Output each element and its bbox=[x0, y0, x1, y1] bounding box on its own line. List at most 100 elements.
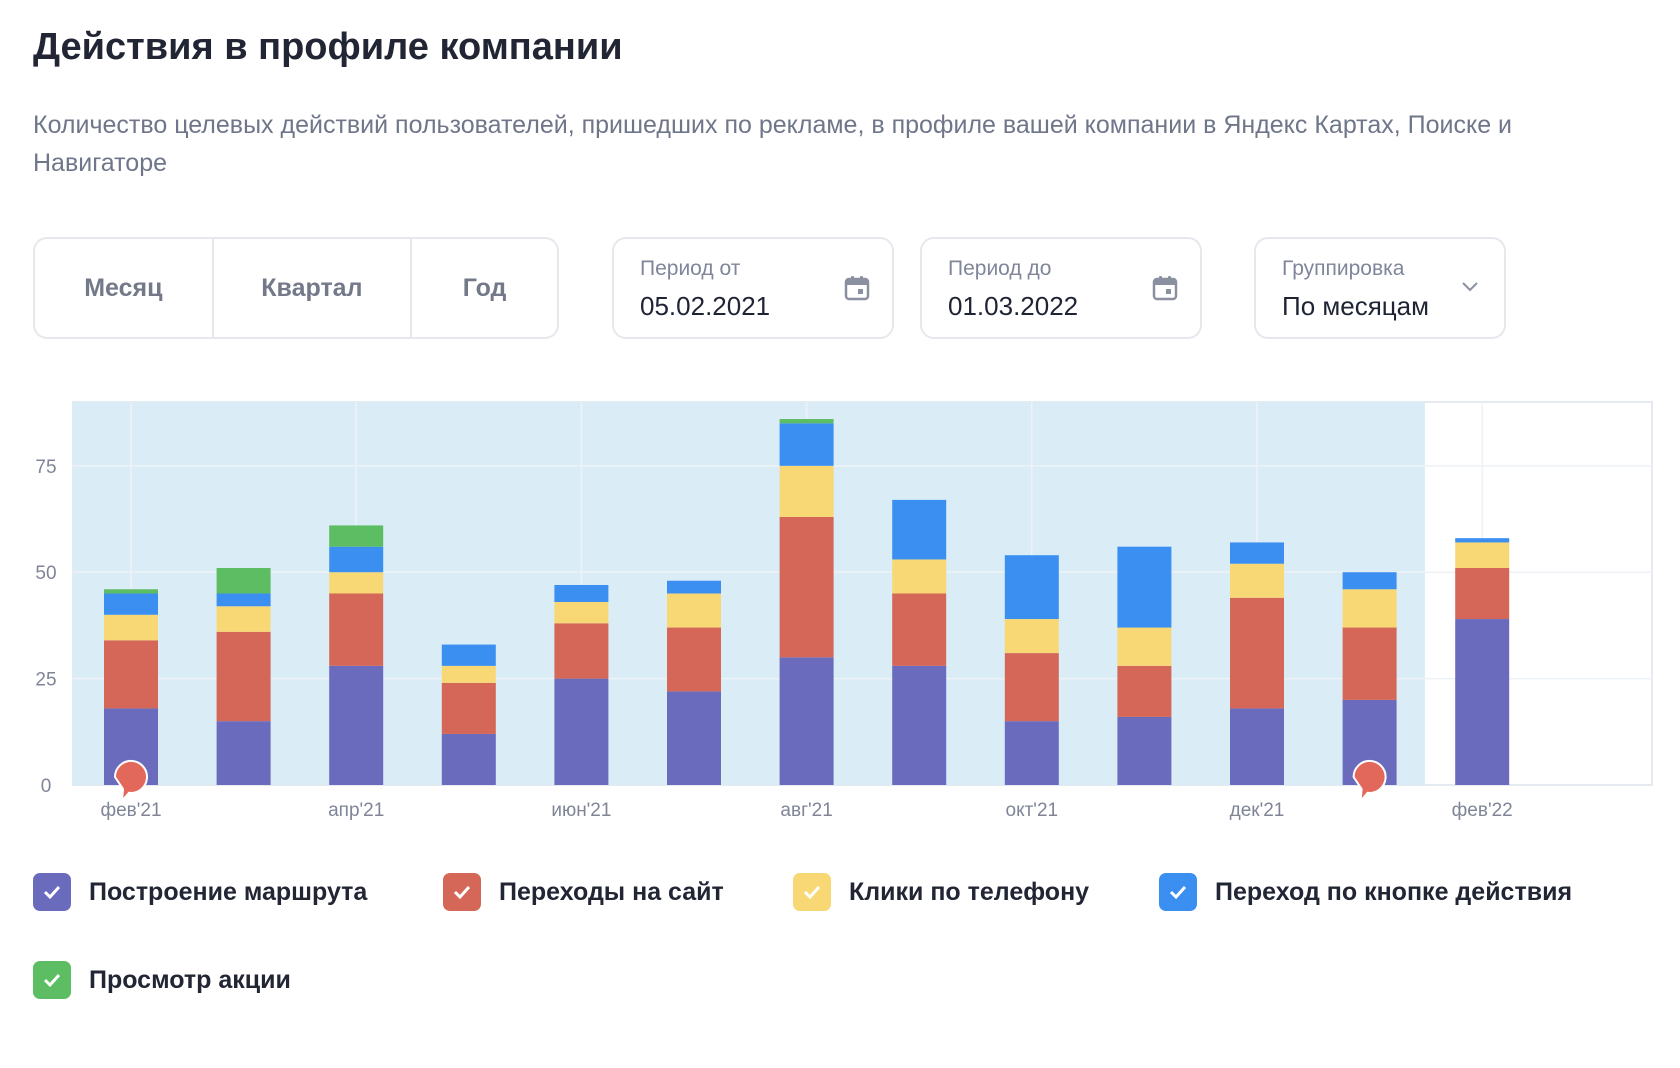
bar-segment-action[interactable] bbox=[329, 546, 384, 573]
calendar-icon[interactable] bbox=[1152, 275, 1178, 306]
bar-segment-route[interactable] bbox=[441, 733, 496, 785]
bar-segment-site[interactable] bbox=[104, 640, 158, 709]
date-to-label: Период до bbox=[948, 257, 1052, 280]
bar-segment-action[interactable] bbox=[1230, 542, 1284, 564]
check-icon bbox=[453, 885, 471, 900]
bar-segment-phone[interactable] bbox=[1455, 542, 1510, 568]
legend-item-route[interactable]: Построение маршрута bbox=[33, 873, 367, 911]
legend-label-action: Переход по кнопке действия bbox=[1215, 877, 1573, 906]
check-icon bbox=[803, 885, 821, 900]
bar-segment-route[interactable] bbox=[667, 691, 721, 785]
bar-segment-action[interactable] bbox=[779, 423, 834, 466]
bar-segment-action[interactable] bbox=[554, 584, 609, 603]
legend-label-site: Переходы на сайт bbox=[499, 877, 724, 906]
bar-segment-site[interactable] bbox=[1342, 627, 1397, 700]
period-quarter-button[interactable]: Квартал bbox=[214, 239, 413, 337]
bar-segment-site[interactable] bbox=[441, 682, 496, 734]
legend-checkbox-promo[interactable] bbox=[33, 961, 71, 999]
bar-segment-action[interactable] bbox=[667, 580, 721, 594]
page-title: Действия в профиле компании bbox=[33, 26, 623, 68]
bar-segment-action[interactable] bbox=[1455, 538, 1510, 543]
bar-segment-route[interactable] bbox=[779, 657, 834, 785]
bar-segment-site[interactable] bbox=[329, 593, 384, 666]
bar-segment-route[interactable] bbox=[554, 678, 609, 785]
bar-segment-action[interactable] bbox=[216, 593, 271, 607]
bar-segment-action[interactable] bbox=[441, 644, 496, 666]
bar-segment-action[interactable] bbox=[892, 499, 947, 560]
y-tick-label: 75 bbox=[35, 457, 56, 478]
chevron-down-icon[interactable] bbox=[1460, 279, 1480, 298]
y-tick-label: 0 bbox=[41, 776, 52, 797]
y-tick-label: 25 bbox=[35, 670, 56, 691]
bar-segment-phone[interactable] bbox=[1342, 589, 1397, 628]
bar-segment-route[interactable] bbox=[329, 665, 384, 785]
period-month-button[interactable]: Месяц bbox=[35, 239, 214, 337]
x-tick-label: апр'21 bbox=[328, 800, 384, 821]
date-to-field[interactable]: Период до 01.03.2022 bbox=[920, 237, 1202, 339]
date-from-field[interactable]: Период от 05.02.2021 bbox=[612, 237, 894, 339]
bar-segment-phone[interactable] bbox=[329, 572, 384, 594]
bar-segment-phone[interactable] bbox=[779, 465, 834, 517]
legend-label-promo: Просмотр акции bbox=[89, 965, 291, 994]
bar-segment-action[interactable] bbox=[1117, 546, 1172, 628]
bar-segment-site[interactable] bbox=[779, 516, 834, 658]
legend-item-promo[interactable]: Просмотр акции bbox=[33, 961, 291, 999]
bar-segment-promo[interactable] bbox=[329, 525, 384, 547]
bar-segment-site[interactable] bbox=[667, 627, 721, 692]
check-icon bbox=[1169, 885, 1187, 900]
x-tick-label: авг'21 bbox=[780, 800, 832, 821]
grouping-label: Группировка bbox=[1282, 257, 1405, 280]
bar-segment-route[interactable] bbox=[1230, 708, 1284, 785]
bar-segment-phone[interactable] bbox=[554, 602, 609, 624]
check-icon bbox=[43, 885, 61, 900]
bar-segment-route[interactable] bbox=[1117, 716, 1172, 785]
legend-item-site[interactable]: Переходы на сайт bbox=[443, 873, 724, 911]
bar-segment-phone[interactable] bbox=[892, 559, 947, 594]
x-tick-label: дек'21 bbox=[1230, 800, 1285, 821]
bar-segment-site[interactable] bbox=[554, 623, 609, 679]
bar-segment-phone[interactable] bbox=[104, 614, 158, 641]
y-tick-label: 50 bbox=[35, 563, 56, 584]
legend-item-phone[interactable]: Клики по телефону bbox=[793, 873, 1089, 911]
period-year-button[interactable]: Год bbox=[462, 273, 507, 302]
bar-segment-action[interactable] bbox=[104, 593, 158, 615]
event-marker-icon[interactable] bbox=[113, 759, 148, 805]
check-icon bbox=[43, 973, 61, 988]
bar-segment-site[interactable] bbox=[1117, 665, 1172, 717]
bar-segment-phone[interactable] bbox=[216, 606, 271, 632]
bar-segment-site[interactable] bbox=[216, 631, 271, 722]
legend-label-route: Построение маршрута bbox=[89, 877, 368, 906]
x-tick-label: июн'21 bbox=[551, 800, 611, 821]
bar-segment-phone[interactable] bbox=[1230, 563, 1284, 598]
bar-segment-phone[interactable] bbox=[1004, 619, 1059, 654]
legend-item-action[interactable]: Переход по кнопке действия bbox=[1159, 873, 1572, 911]
calendar-icon[interactable] bbox=[844, 275, 870, 306]
bar-segment-phone[interactable] bbox=[667, 593, 721, 628]
legend-checkbox-site[interactable] bbox=[443, 873, 481, 911]
chart-container: 0 25 50 75 фев'21 апр'21 июн'21 авг'21 окт'21 дек… bbox=[0, 380, 1680, 840]
bar-segment-action[interactable] bbox=[1004, 555, 1059, 620]
grouping-select[interactable]: Группировка По месяцам bbox=[1254, 237, 1506, 339]
legend-checkbox-phone[interactable] bbox=[793, 873, 831, 911]
bar-segment-route[interactable] bbox=[892, 665, 947, 785]
bar-segment-site[interactable] bbox=[1230, 597, 1284, 709]
bar-segment-action[interactable] bbox=[1342, 572, 1397, 590]
date-to-value: 01.03.2022 bbox=[948, 291, 1079, 321]
bar-segment-site[interactable] bbox=[1455, 567, 1510, 620]
bar-segment-promo[interactable] bbox=[779, 419, 834, 424]
legend-checkbox-route[interactable] bbox=[33, 873, 71, 911]
bar-segment-promo[interactable] bbox=[104, 589, 158, 594]
bar-segment-site[interactable] bbox=[892, 593, 947, 666]
bar-segment-phone[interactable] bbox=[1117, 627, 1172, 666]
bar-segment-route[interactable] bbox=[1004, 721, 1059, 785]
bar-segment-site[interactable] bbox=[1004, 653, 1059, 722]
event-marker-icon[interactable] bbox=[1352, 759, 1387, 805]
bar-segment-route[interactable] bbox=[216, 721, 271, 785]
legend-checkbox-action[interactable] bbox=[1159, 873, 1197, 911]
bar-segment-promo[interactable] bbox=[216, 567, 271, 594]
grouping-value: По месяцам bbox=[1282, 291, 1430, 321]
x-tick-label: фев'22 bbox=[1452, 800, 1513, 821]
bar-segment-phone[interactable] bbox=[441, 665, 496, 683]
selected-range-band[interactable] bbox=[73, 402, 1425, 785]
bar-segment-route[interactable] bbox=[1455, 619, 1510, 785]
